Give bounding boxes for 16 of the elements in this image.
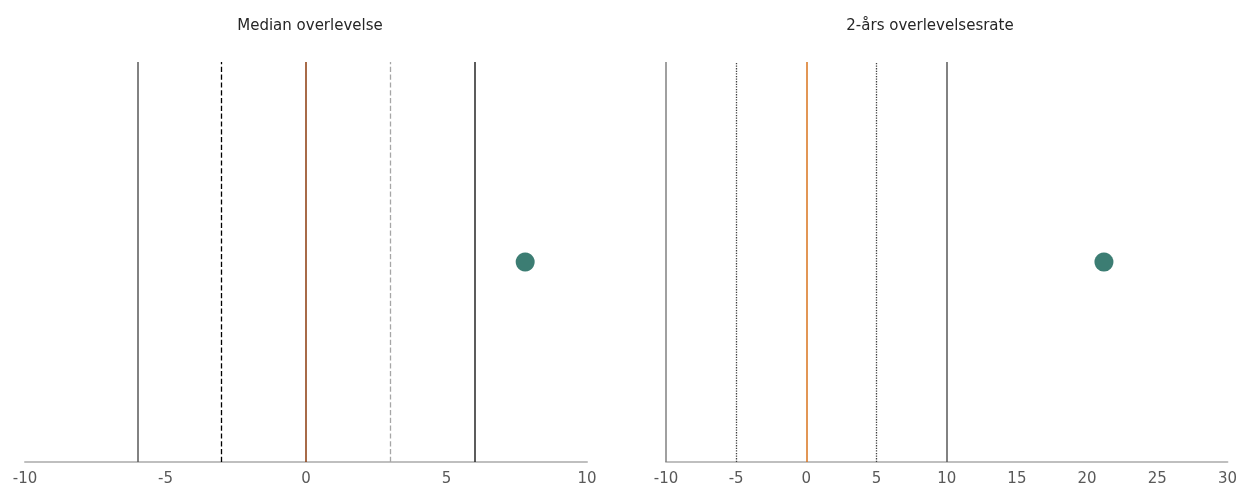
x-tick-label: 25: [1147, 468, 1167, 487]
x-tick-label: 30: [1217, 468, 1237, 487]
x-tick-label: 0: [801, 468, 812, 487]
x-tick-label: -10: [12, 468, 38, 487]
x-tick-label: 10: [577, 468, 597, 487]
x-tick-label: 0: [301, 468, 311, 487]
x-tick-label: 20: [1077, 468, 1097, 487]
x-tick-label: 5: [871, 468, 882, 487]
x-tick-label: -5: [158, 468, 173, 487]
x-tick-label: -10: [653, 468, 679, 487]
chart-title: 2-års overlevelsesrate: [846, 15, 1014, 34]
x-tick-label: 10: [937, 468, 957, 487]
x-tick-label: 15: [1007, 468, 1027, 487]
x-tick-label: 5: [441, 468, 452, 487]
chart-title: Median overlevelse: [237, 15, 383, 34]
x-tick-label: -5: [728, 468, 744, 487]
